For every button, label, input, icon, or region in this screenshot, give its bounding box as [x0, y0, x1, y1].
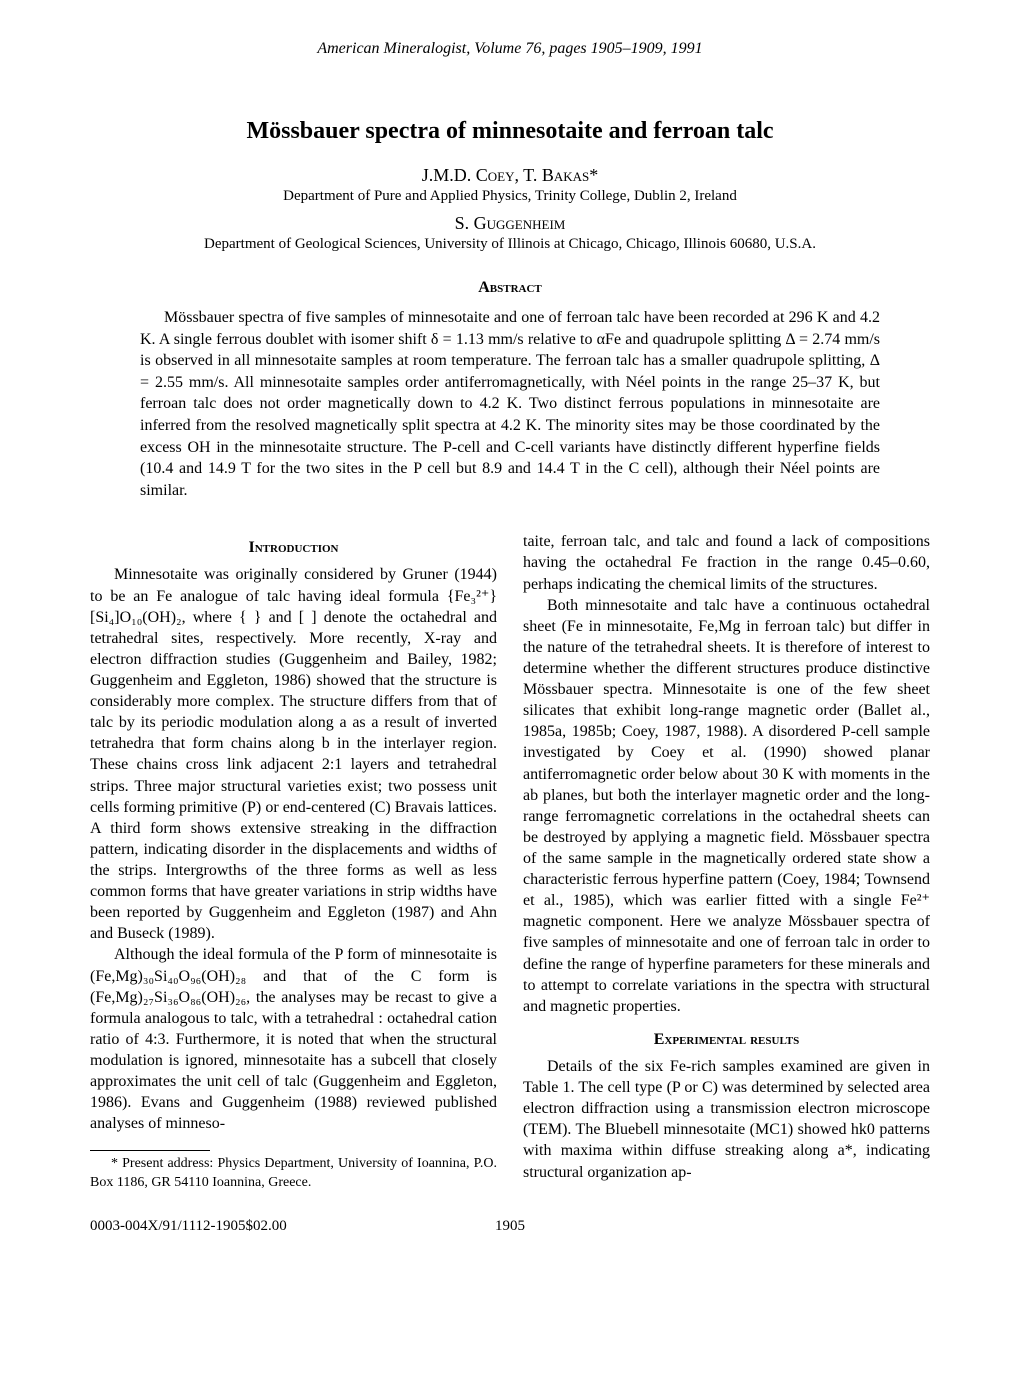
left-paragraph-2: Although the ideal formula of the P form…: [90, 944, 497, 1134]
footnote: * Present address: Physics Department, U…: [90, 1155, 497, 1191]
two-column-body: Introduction Minnesotaite was originally…: [90, 531, 930, 1191]
page-footer: 0003-004X/91/1112-1905$02.00 1905 0003-0…: [90, 1218, 930, 1235]
right-paragraph-1: taite, ferroan talc, and talc and found …: [523, 531, 930, 594]
article-title: Mössbauer spectra of minnesotaite and fe…: [90, 118, 930, 145]
affiliation-2: Department of Geological Sciences, Unive…: [90, 236, 930, 253]
footer-left: 0003-004X/91/1112-1905$02.00: [90, 1218, 287, 1235]
author-line-2: S. Guggenheim: [90, 213, 930, 234]
right-paragraph-2: Both minnesotaite and talc have a contin…: [523, 595, 930, 1017]
right-paragraph-3: Details of the six Fe-rich samples exami…: [523, 1056, 930, 1183]
footer-page-number: 1905: [287, 1218, 733, 1235]
left-column: Introduction Minnesotaite was originally…: [90, 531, 497, 1191]
abstract-body: Mössbauer spectra of five samples of min…: [140, 307, 880, 501]
introduction-heading: Introduction: [90, 537, 497, 558]
page: American Mineralogist, Volume 76, pages …: [0, 0, 1020, 1275]
author-line-1: J.M.D. Coey, T. Bakas*: [90, 165, 930, 186]
journal-header: American Mineralogist, Volume 76, pages …: [90, 40, 930, 58]
abstract-heading: Abstract: [90, 279, 930, 297]
footnote-rule: [90, 1150, 210, 1151]
affiliation-1: Department of Pure and Applied Physics, …: [90, 188, 930, 205]
experimental-heading: Experimental results: [523, 1029, 930, 1050]
left-paragraph-1: Minnesotaite was originally considered b…: [90, 564, 497, 944]
right-column: taite, ferroan talc, and talc and found …: [523, 531, 930, 1191]
